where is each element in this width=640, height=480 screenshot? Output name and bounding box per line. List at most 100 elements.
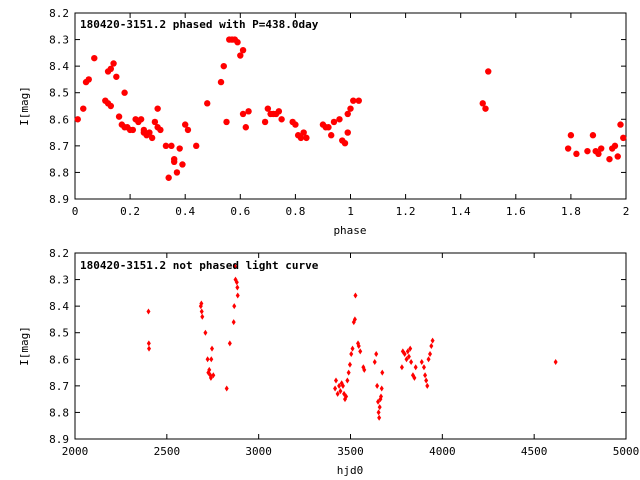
data-point <box>430 337 435 344</box>
data-point <box>74 116 81 123</box>
data-point <box>129 126 137 134</box>
data-point <box>375 382 380 389</box>
x-tick-label: 2000 <box>62 445 89 458</box>
data-point <box>245 108 252 115</box>
data-point <box>405 348 410 355</box>
data-point <box>376 398 381 405</box>
data-point <box>179 161 186 168</box>
data-point <box>176 145 183 152</box>
data-point <box>345 377 350 384</box>
data-point <box>620 134 627 142</box>
data-point <box>154 105 161 112</box>
data-point <box>232 263 237 270</box>
data-point <box>232 303 237 310</box>
data-point <box>374 350 379 357</box>
data-point <box>203 329 208 336</box>
data-point <box>424 377 429 384</box>
data-point <box>173 169 181 176</box>
data-point <box>211 372 216 379</box>
data-point <box>564 145 572 152</box>
x-axis-label: phase <box>333 224 366 237</box>
data-point <box>346 369 351 376</box>
y-tick-labels: 8.2 8.3 8.4 8.5 8.6 8.7 8.8 8.9 <box>49 7 69 206</box>
data-point <box>146 308 151 315</box>
data-point <box>328 132 335 139</box>
data-point <box>170 158 178 165</box>
data-point <box>204 100 211 107</box>
data-point <box>406 353 411 360</box>
data-point <box>409 358 414 365</box>
data-points <box>146 263 558 421</box>
data-point <box>379 385 384 392</box>
data-point <box>300 129 307 136</box>
data-point <box>413 364 418 371</box>
data-point <box>147 345 152 352</box>
data-point <box>107 102 115 110</box>
data-point <box>340 382 345 389</box>
data-point <box>234 39 241 46</box>
x-tick-label: 0.4 <box>175 205 195 218</box>
data-point <box>165 174 172 181</box>
data-point <box>412 374 417 381</box>
data-point <box>205 356 210 363</box>
data-point <box>423 372 428 379</box>
y-tick-label: 8.9 <box>49 433 69 446</box>
data-point <box>362 366 367 373</box>
data-point <box>598 145 605 152</box>
y-tick-label: 8.2 <box>49 7 69 20</box>
data-point <box>148 134 156 142</box>
data-point <box>182 121 189 128</box>
data-point <box>378 393 383 400</box>
data-point <box>242 124 250 131</box>
data-point <box>344 129 351 136</box>
y-tick-labels: 8.2 8.3 8.4 8.5 8.6 8.7 8.8 8.9 <box>49 247 69 446</box>
plot-title: 180420-3151.2 phased with P=438.0day <box>80 18 319 31</box>
data-point <box>113 73 120 80</box>
data-point <box>347 361 352 368</box>
plot-frame <box>74 252 627 440</box>
data-point <box>356 343 361 349</box>
x-tick-label: 0 <box>72 205 79 218</box>
data-point <box>595 150 602 158</box>
data-point <box>350 97 357 104</box>
data-point <box>355 97 362 104</box>
data-point <box>333 377 338 384</box>
data-point <box>292 121 299 128</box>
y-tick-label: 8.9 <box>49 193 69 206</box>
data-point <box>200 313 205 320</box>
data-point <box>157 126 164 134</box>
data-point <box>372 358 377 365</box>
y-tick-label: 8.8 <box>49 406 69 419</box>
y-tick-label: 8.7 <box>49 140 69 153</box>
data-point <box>264 105 272 112</box>
y-tick-label: 8.6 <box>49 353 69 366</box>
x-tick-label: 0.8 <box>285 205 305 218</box>
x-tick-labels: 0 0.2 0.4 0.6 0.8 1 1.2 1.4 1.6 1.8 2 <box>72 205 630 218</box>
data-point <box>227 340 232 347</box>
data-point <box>261 118 269 126</box>
data-point <box>239 47 247 54</box>
x-tick-label: 2500 <box>154 445 181 458</box>
data-point <box>231 319 236 326</box>
data-point <box>347 105 354 112</box>
data-point <box>479 100 486 107</box>
data-point <box>297 134 305 142</box>
data-point <box>485 68 492 75</box>
x-tick-label: 4500 <box>521 445 548 458</box>
data-point <box>408 345 413 352</box>
data-point <box>617 121 624 128</box>
data-point <box>80 105 87 112</box>
data-point <box>425 382 430 389</box>
y-axis-label: I[mag] <box>18 86 31 126</box>
y-tick-label: 8.6 <box>49 113 69 126</box>
y-tick-label: 8.3 <box>49 274 69 287</box>
data-point <box>115 113 123 120</box>
y-tick-label: 8.7 <box>49 380 69 393</box>
data-point <box>426 356 431 363</box>
data-point <box>402 350 407 357</box>
data-point <box>606 155 613 163</box>
data-point <box>207 366 212 373</box>
data-point <box>208 374 213 381</box>
x-tick-label: 2 <box>623 205 630 218</box>
